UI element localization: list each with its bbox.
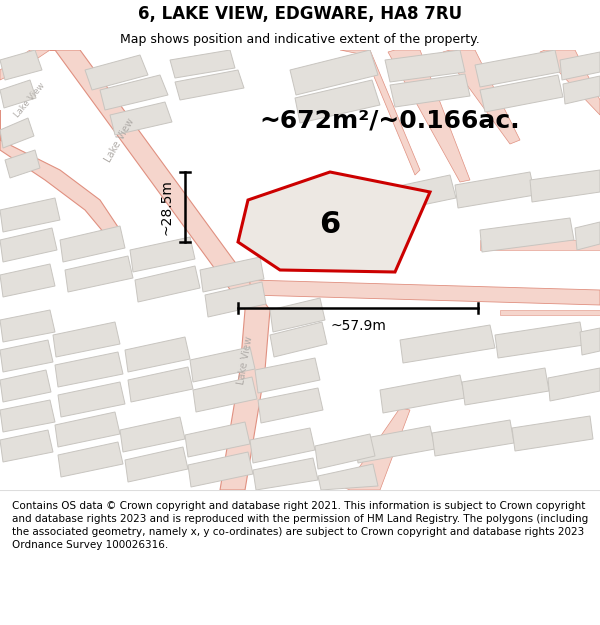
Polygon shape — [575, 222, 600, 250]
Polygon shape — [58, 442, 123, 477]
Polygon shape — [205, 282, 266, 317]
Polygon shape — [475, 50, 560, 87]
Polygon shape — [0, 264, 55, 297]
Polygon shape — [432, 420, 514, 456]
Polygon shape — [530, 170, 600, 202]
Text: ~28.5m: ~28.5m — [160, 179, 174, 235]
Polygon shape — [315, 434, 375, 469]
Polygon shape — [250, 280, 600, 305]
Text: 6: 6 — [320, 210, 341, 239]
Polygon shape — [100, 75, 168, 110]
Polygon shape — [563, 76, 600, 104]
Text: Lake View: Lake View — [236, 335, 254, 385]
Polygon shape — [500, 310, 600, 315]
Polygon shape — [255, 358, 320, 393]
Text: 6, LAKE VIEW, EDGWARE, HA8 7RU: 6, LAKE VIEW, EDGWARE, HA8 7RU — [138, 5, 462, 23]
Polygon shape — [400, 325, 495, 363]
Polygon shape — [388, 50, 470, 182]
Polygon shape — [193, 377, 257, 412]
Text: ~672m²/~0.166ac.: ~672m²/~0.166ac. — [260, 108, 520, 132]
Polygon shape — [58, 382, 125, 417]
Polygon shape — [120, 417, 185, 452]
Polygon shape — [462, 368, 549, 405]
Polygon shape — [60, 226, 125, 262]
Polygon shape — [295, 80, 380, 123]
Polygon shape — [512, 416, 593, 451]
Text: Lake View: Lake View — [103, 116, 137, 164]
Polygon shape — [55, 412, 120, 447]
Polygon shape — [480, 240, 600, 250]
Polygon shape — [190, 347, 255, 382]
Polygon shape — [200, 257, 264, 292]
Polygon shape — [0, 50, 42, 80]
Polygon shape — [0, 340, 53, 372]
Polygon shape — [50, 50, 270, 490]
Polygon shape — [238, 172, 430, 272]
Polygon shape — [65, 256, 133, 292]
Polygon shape — [55, 352, 123, 387]
Polygon shape — [253, 458, 318, 490]
Polygon shape — [0, 370, 51, 402]
Polygon shape — [0, 430, 53, 462]
Text: Lake View: Lake View — [13, 81, 47, 119]
Polygon shape — [0, 198, 60, 232]
Polygon shape — [560, 52, 600, 80]
Polygon shape — [548, 368, 600, 401]
Polygon shape — [125, 337, 190, 372]
Text: Contains OS data © Crown copyright and database right 2021. This information is : Contains OS data © Crown copyright and d… — [12, 501, 588, 551]
Polygon shape — [390, 74, 470, 107]
Polygon shape — [188, 452, 253, 487]
Polygon shape — [270, 322, 327, 357]
Polygon shape — [5, 150, 40, 178]
Polygon shape — [380, 375, 465, 413]
Polygon shape — [0, 228, 57, 262]
Polygon shape — [480, 75, 563, 112]
Polygon shape — [125, 447, 188, 482]
Polygon shape — [0, 80, 36, 108]
Polygon shape — [345, 408, 410, 490]
Polygon shape — [495, 322, 584, 358]
Polygon shape — [0, 310, 55, 342]
Polygon shape — [0, 110, 120, 240]
Polygon shape — [0, 400, 55, 432]
Text: ~57.9m: ~57.9m — [330, 319, 386, 333]
Polygon shape — [175, 70, 244, 100]
Polygon shape — [130, 237, 195, 272]
Polygon shape — [270, 298, 325, 332]
Polygon shape — [455, 172, 535, 208]
Polygon shape — [385, 50, 465, 82]
Polygon shape — [355, 426, 435, 463]
Polygon shape — [53, 322, 120, 357]
Polygon shape — [128, 367, 193, 402]
Polygon shape — [580, 328, 600, 355]
Polygon shape — [0, 118, 34, 148]
Polygon shape — [110, 102, 172, 135]
Polygon shape — [290, 50, 378, 95]
Polygon shape — [340, 50, 420, 175]
Polygon shape — [250, 428, 315, 463]
Polygon shape — [540, 50, 600, 115]
Polygon shape — [0, 50, 50, 80]
Polygon shape — [135, 266, 200, 302]
Polygon shape — [258, 388, 323, 423]
Polygon shape — [170, 50, 235, 78]
Polygon shape — [480, 218, 574, 252]
Text: Map shows position and indicative extent of the property.: Map shows position and indicative extent… — [120, 32, 480, 46]
Polygon shape — [380, 175, 456, 213]
Polygon shape — [443, 50, 520, 144]
Polygon shape — [85, 55, 148, 90]
Polygon shape — [185, 422, 250, 457]
Polygon shape — [318, 464, 378, 490]
